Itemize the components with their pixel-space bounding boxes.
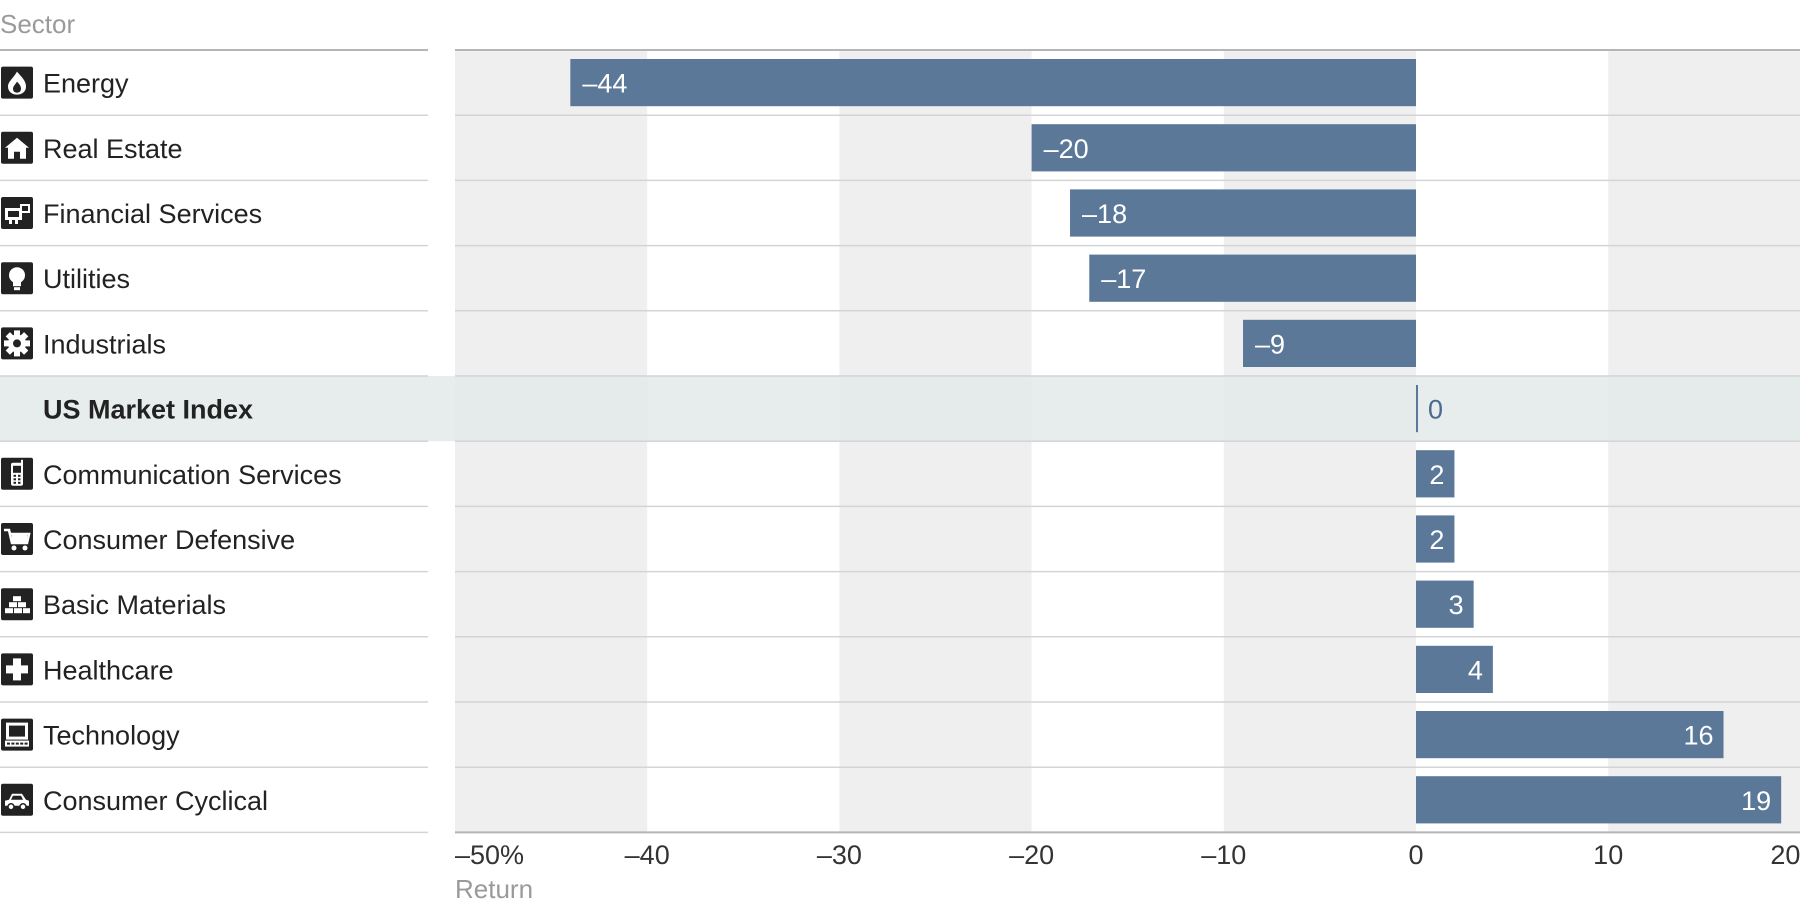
category-labels: Energy Real Estate Financial Services Utili… <box>43 69 342 816</box>
value-labels: –44 –20 –18 –17 –9 0 2 2 3 4 16 19 <box>582 69 1771 816</box>
highlight-row <box>0 376 1800 442</box>
bar-consumer-defensive <box>1416 515 1455 563</box>
phone-icon <box>1 457 33 490</box>
gold-bars-icon <box>1 588 33 621</box>
flame-icon <box>1 66 33 99</box>
value-label-utilities: –17 <box>1101 264 1146 294</box>
x-tick-label: 0 <box>1408 840 1423 870</box>
bar-healthcare <box>1416 645 1493 693</box>
shopping-cart-icon <box>1 523 33 555</box>
bar-utilities <box>1089 254 1416 302</box>
category-label-healthcare: Healthcare <box>43 655 174 685</box>
x-axis-title: Return <box>455 874 533 904</box>
category-label-consumer-cyclical: Consumer Cyclical <box>43 786 268 816</box>
value-label-industrials: –9 <box>1255 329 1285 359</box>
x-tick-label: –30 <box>817 840 862 870</box>
category-label-communication-services: Communication Services <box>43 460 342 490</box>
x-tick-label: 10 <box>1593 840 1623 870</box>
value-label-real-estate: –20 <box>1044 134 1089 164</box>
value-label-healthcare: 4 <box>1468 655 1483 685</box>
category-label-utilities: Utilities <box>43 264 130 294</box>
bar-consumer-cyclical <box>1416 776 1782 824</box>
x-tick-label: –50% <box>455 840 524 870</box>
category-label-basic-materials: Basic Materials <box>43 590 226 620</box>
value-label-us-market-index: 0 <box>1428 395 1443 425</box>
house-icon <box>1 131 33 164</box>
gear-icon <box>1 327 33 360</box>
bar-us-market-index <box>1416 385 1418 433</box>
x-tick-label: –20 <box>1009 840 1054 870</box>
value-label-energy: –44 <box>582 69 627 99</box>
category-label-technology: Technology <box>43 721 180 751</box>
category-icons <box>1 66 33 816</box>
bar-basic-materials <box>1416 580 1474 628</box>
value-label-basic-materials: 3 <box>1449 590 1464 620</box>
x-tick-label: 20 <box>1770 840 1800 870</box>
bars <box>570 59 1782 824</box>
value-label-consumer-defensive: 2 <box>1429 525 1444 555</box>
category-label-real-estate: Real Estate <box>43 134 183 164</box>
bar-real-estate <box>1031 124 1416 172</box>
category-label-us-market-index: US Market Index <box>43 395 253 425</box>
bar-industrials <box>1243 319 1416 367</box>
value-label-consumer-cyclical: 19 <box>1741 786 1771 816</box>
x-tick-label: –40 <box>625 840 670 870</box>
highlight-row-layer <box>0 376 1800 442</box>
computer-icon <box>1 718 33 751</box>
value-label-communication-services: 2 <box>1429 460 1444 490</box>
bar-energy <box>570 59 1416 107</box>
car-icon <box>1 783 33 816</box>
x-tick-labels: –50% –40 –30 –20 –10 0 10 20 <box>455 840 1800 870</box>
lightbulb-icon <box>1 262 33 295</box>
category-label-industrials: Industrials <box>43 329 166 359</box>
financial-services-icon <box>1 197 33 229</box>
bar-financial-services <box>1070 189 1416 237</box>
row-dividers <box>0 49 1800 834</box>
value-label-financial-services: –18 <box>1082 199 1127 229</box>
bar-technology <box>1416 711 1724 759</box>
value-label-technology: 16 <box>1683 721 1713 751</box>
medical-cross-icon <box>1 653 33 686</box>
category-label-consumer-defensive: Consumer Defensive <box>43 525 295 555</box>
category-label-financial-services: Financial Services <box>43 199 262 229</box>
bar-communication-services <box>1416 450 1455 498</box>
category-label-energy: Energy <box>43 69 129 99</box>
x-tick-label: –10 <box>1201 840 1246 870</box>
sector-column-header: Sector <box>0 9 75 39</box>
